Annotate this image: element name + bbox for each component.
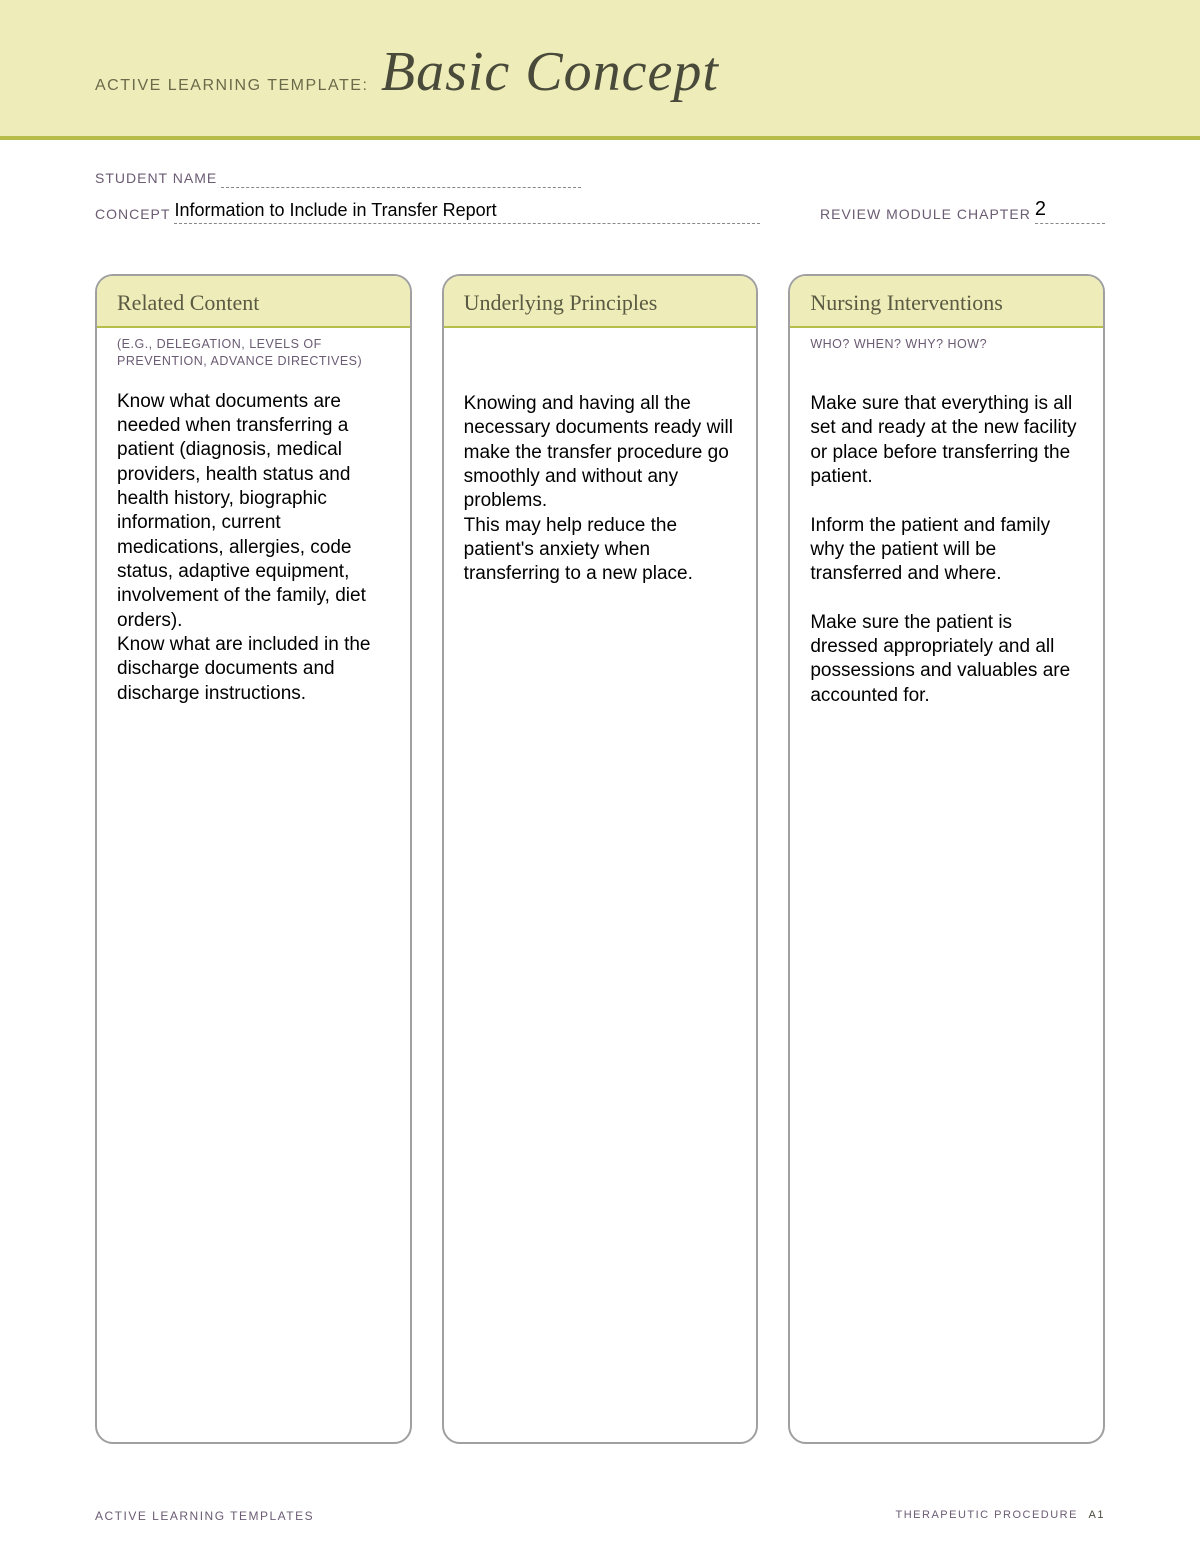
column-subtitle-principles <box>444 328 757 378</box>
chapter-label: REVIEW MODULE CHAPTER <box>820 206 1031 224</box>
column-subtitle-interventions: WHO? WHEN? WHY? HOW? <box>790 328 1103 378</box>
column-title-principles: Underlying Principles <box>444 276 757 328</box>
column-body-related: Know what documents are needed when tran… <box>97 376 410 726</box>
footer-right: THERAPEUTIC PROCEDURE A1 <box>896 1509 1106 1523</box>
footer-page-number: A1 <box>1089 1509 1105 1521</box>
column-title-interventions: Nursing Interventions <box>790 276 1103 328</box>
column-subtitle-related: (E.G., DELEGATION, LEVELS OF PREVENTION,… <box>97 328 410 376</box>
chapter-field[interactable]: 2 <box>1035 198 1105 224</box>
footer-left: ACTIVE LEARNING TEMPLATES <box>95 1509 314 1523</box>
footer: ACTIVE LEARNING TEMPLATES THERAPEUTIC PR… <box>0 1509 1200 1523</box>
template-title: Basic Concept <box>381 40 719 104</box>
student-name-field[interactable] <box>221 185 581 188</box>
columns-container: Related Content (E.G., DELEGATION, LEVEL… <box>0 234 1200 1444</box>
concept-label: CONCEPT <box>95 206 170 224</box>
meta-section: STUDENT NAME CONCEPT Information to Incl… <box>0 140 1200 224</box>
footer-right-label: THERAPEUTIC PROCEDURE <box>896 1509 1078 1521</box>
student-name-label: STUDENT NAME <box>95 170 217 188</box>
concept-field[interactable]: Information to Include in Transfer Repor… <box>174 200 760 224</box>
column-body-interventions: Make sure that everything is all set and… <box>790 378 1103 728</box>
column-nursing-interventions: Nursing Interventions WHO? WHEN? WHY? HO… <box>788 274 1105 1444</box>
column-underlying-principles: Underlying Principles Knowing and having… <box>442 274 759 1444</box>
column-title-related: Related Content <box>97 276 410 328</box>
column-related-content: Related Content (E.G., DELEGATION, LEVEL… <box>95 274 412 1444</box>
header-accent-line <box>0 136 1200 140</box>
header-band: ACTIVE LEARNING TEMPLATE: Basic Concept <box>0 0 1200 140</box>
template-label: ACTIVE LEARNING TEMPLATE: <box>95 77 368 95</box>
column-body-principles: Knowing and having all the necessary doc… <box>444 378 757 607</box>
